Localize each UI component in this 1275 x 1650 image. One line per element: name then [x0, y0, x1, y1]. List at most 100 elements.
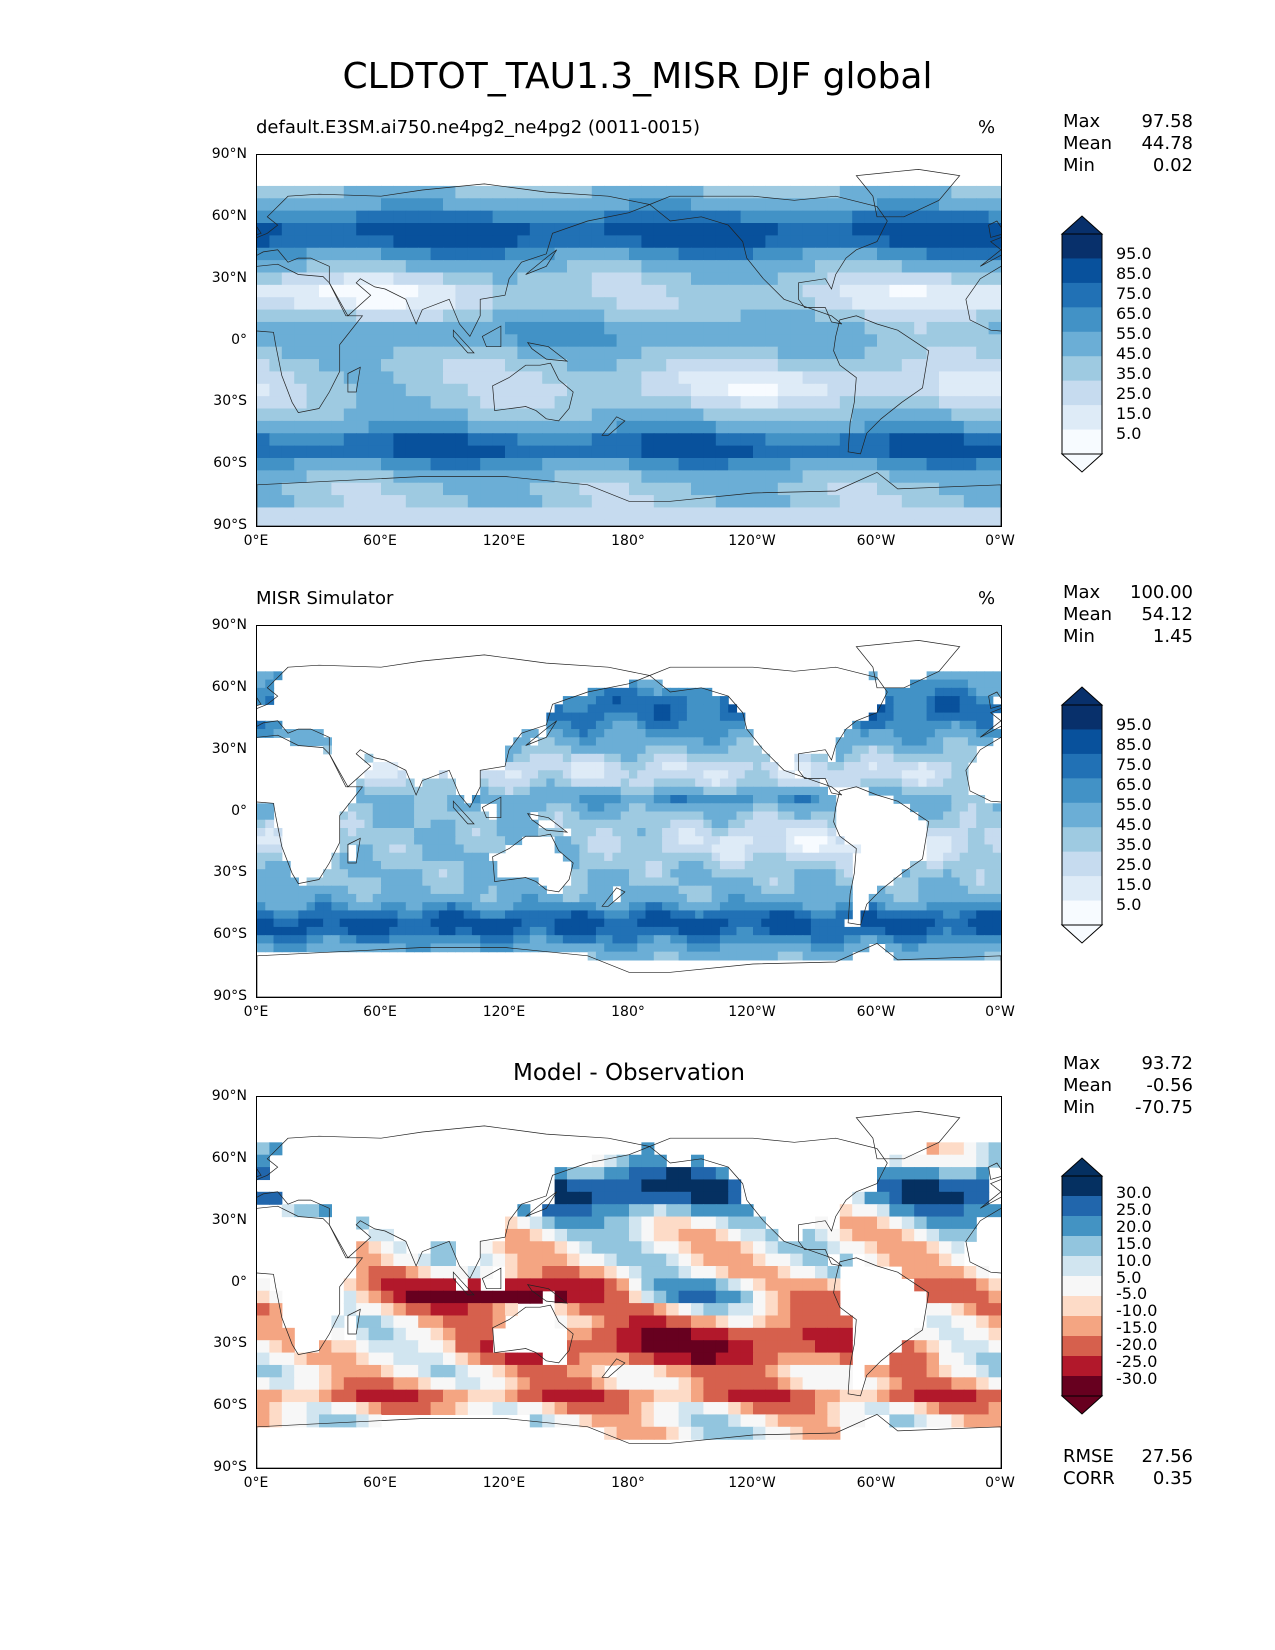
field-cell — [843, 729, 853, 738]
field-cell — [542, 321, 556, 335]
field-cell — [381, 819, 390, 829]
field-cell — [877, 247, 890, 261]
field-cell — [678, 745, 688, 755]
field-cell — [864, 408, 878, 422]
field-cell — [571, 696, 580, 705]
field-cell — [257, 297, 270, 311]
field-cell — [257, 671, 266, 681]
field-cell — [765, 198, 779, 212]
field-cell — [554, 433, 568, 447]
field-cell — [389, 885, 399, 895]
field-cell — [827, 519, 841, 526]
field-cell — [951, 918, 961, 928]
field-cell — [496, 926, 506, 936]
field-cell — [815, 297, 828, 311]
field-cell — [331, 507, 345, 521]
field-cell — [765, 297, 779, 311]
field-cell — [703, 1290, 717, 1304]
field-cell — [298, 737, 308, 747]
field-cell — [736, 745, 746, 755]
field-cell — [629, 1327, 642, 1341]
field-cell — [517, 210, 531, 224]
field-cell — [686, 918, 696, 928]
field-cell — [269, 1389, 283, 1403]
field-cell — [405, 433, 419, 447]
field-cell — [943, 869, 952, 879]
field-cell — [629, 1364, 642, 1378]
field-cell — [984, 811, 994, 821]
field-cell — [864, 1364, 878, 1378]
field-cell — [988, 482, 1001, 496]
field-cell — [455, 223, 469, 236]
field-cell — [480, 210, 494, 224]
field-cell — [753, 902, 762, 912]
field-cell — [951, 729, 961, 738]
field-cell — [889, 359, 903, 373]
field-cell — [542, 445, 556, 459]
field-cell — [331, 1340, 345, 1354]
field-cell — [852, 260, 866, 274]
field-cell — [393, 1253, 407, 1267]
field-cell — [753, 383, 766, 397]
field-cell — [480, 260, 494, 274]
field-cell — [926, 235, 940, 249]
field-cell — [604, 737, 614, 747]
field-cell — [984, 844, 994, 854]
field-cell — [802, 910, 812, 920]
field-cell — [430, 482, 444, 496]
field-cell — [496, 827, 506, 837]
field-cell — [339, 860, 349, 870]
field-cell — [542, 1402, 556, 1416]
field-cell — [356, 420, 370, 434]
field-cell — [595, 811, 605, 821]
field-cell — [926, 869, 936, 879]
field-cell — [666, 1253, 680, 1267]
field-cell — [542, 470, 556, 484]
field-cell — [934, 762, 944, 771]
field-cell — [951, 210, 965, 224]
field-cell — [901, 309, 915, 323]
field-cell — [521, 819, 531, 829]
field-cell — [356, 827, 366, 837]
field-cell — [753, 1303, 766, 1317]
field-cell — [443, 1352, 456, 1366]
field-cell — [877, 359, 890, 373]
field-cell — [877, 433, 890, 447]
field-cell — [587, 877, 597, 887]
field-cell — [471, 869, 481, 879]
field-cell — [753, 1216, 766, 1230]
field-cell — [885, 935, 895, 945]
field-cell — [281, 457, 295, 471]
field-cell — [306, 321, 320, 335]
field-cell — [761, 811, 771, 821]
field-cell — [604, 470, 618, 484]
field-cell — [339, 943, 349, 953]
field-cell — [290, 902, 299, 912]
field-cell — [670, 687, 680, 697]
field-cell — [430, 334, 444, 348]
field-cell — [637, 918, 647, 928]
field-cell — [695, 885, 704, 895]
field-cell — [422, 935, 432, 945]
field-cell — [740, 420, 754, 434]
field-cell — [670, 836, 680, 846]
field-cell — [637, 712, 647, 722]
field-cell — [637, 795, 647, 804]
field-cell — [306, 420, 320, 434]
field-cell — [653, 770, 663, 780]
field-cell — [790, 359, 804, 373]
field-cell — [951, 247, 965, 261]
field-cell — [604, 260, 618, 274]
field-cell — [554, 786, 564, 796]
field-cell — [281, 1389, 295, 1403]
field-cell — [496, 786, 506, 796]
field-cell — [715, 1340, 729, 1354]
field-cell — [963, 1266, 977, 1279]
field-cell — [571, 844, 580, 854]
field-cell — [926, 745, 936, 755]
field-cell — [579, 745, 589, 755]
field-cell — [269, 1377, 283, 1391]
field-cell — [653, 1426, 667, 1440]
field-cell — [480, 1303, 494, 1317]
field-cell — [447, 935, 456, 945]
